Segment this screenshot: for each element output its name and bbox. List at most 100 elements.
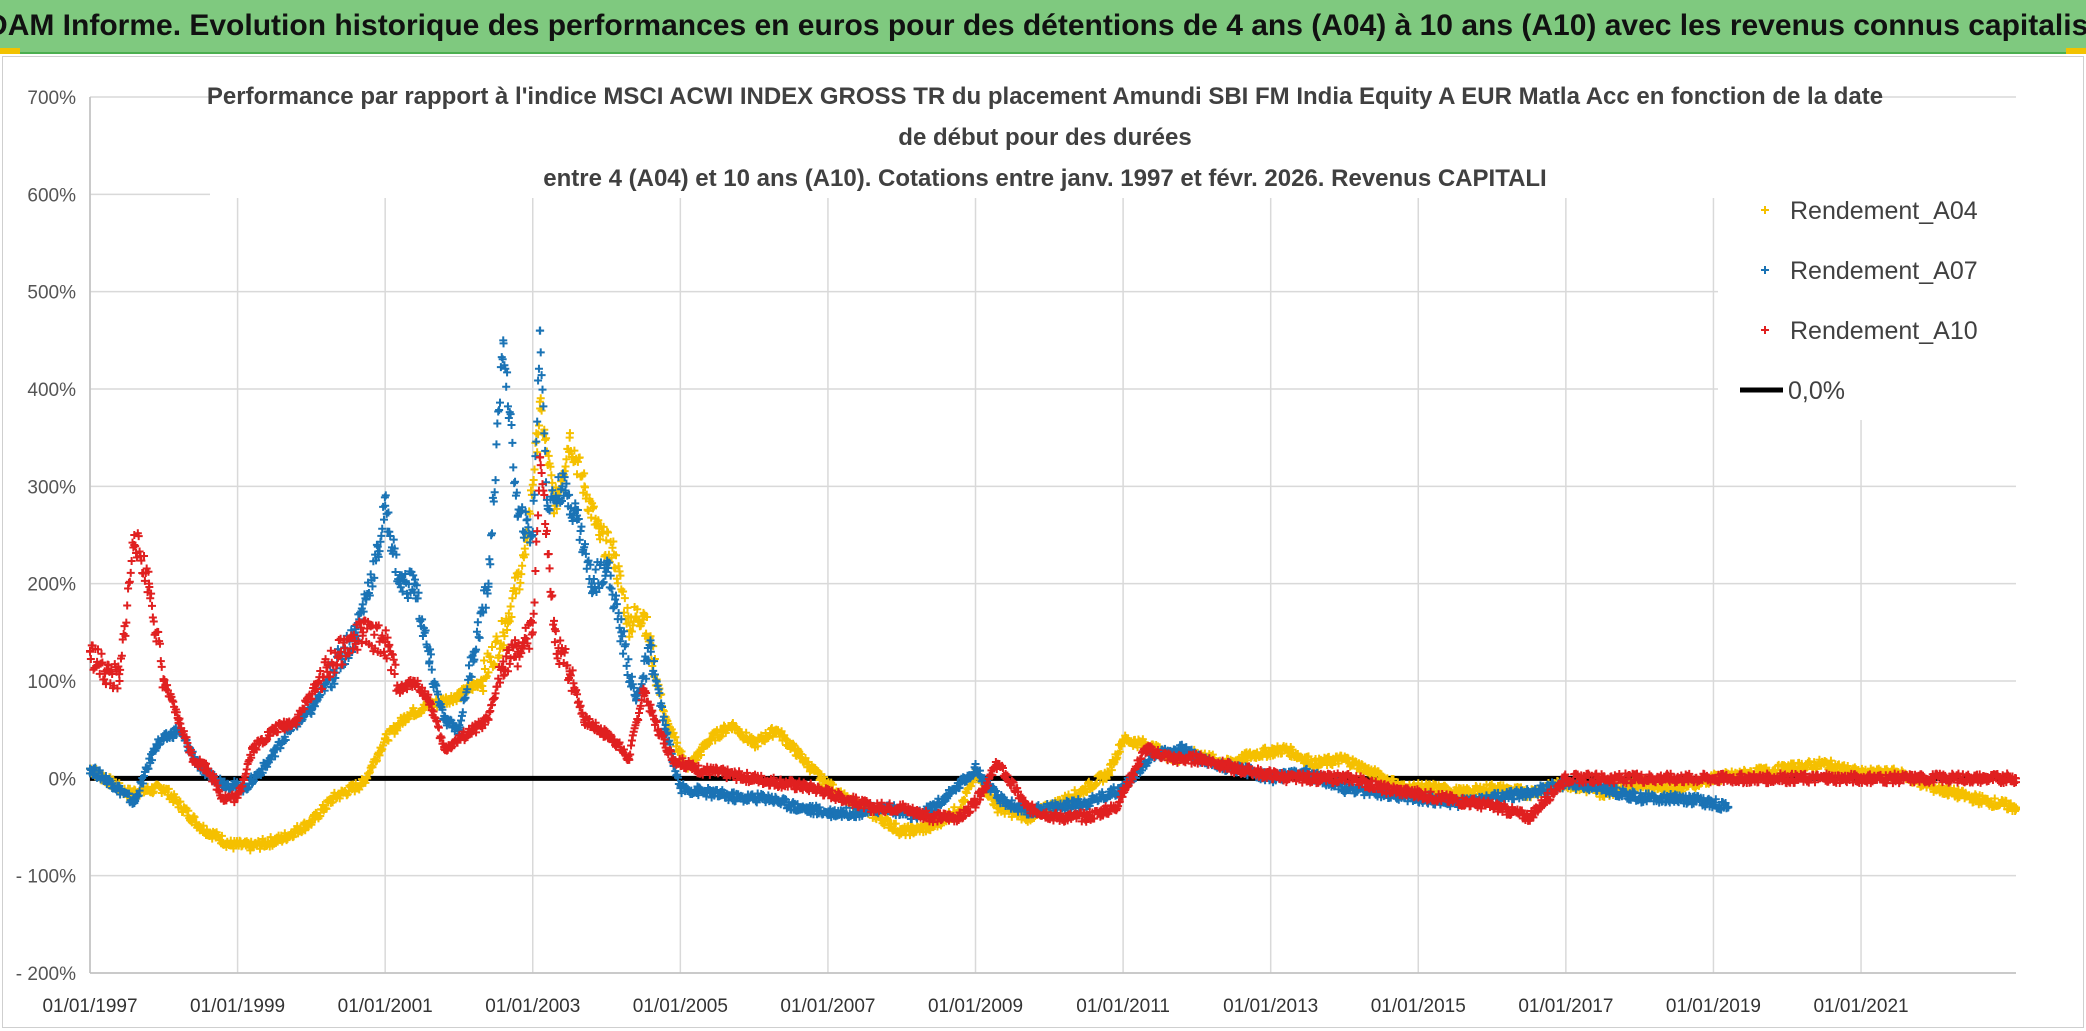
series-rendement-a10 [86,453,2020,827]
data-point [516,578,525,587]
data-point [2012,805,2020,814]
data-point [547,471,556,480]
data-point [518,561,527,570]
data-point [517,570,526,579]
x-tick-label: 01/01/2005 [633,996,728,1017]
data-point [473,618,482,627]
banner-corner-left [0,48,20,54]
data-point [544,549,553,558]
x-tick-label: 01/01/2017 [1518,996,1613,1017]
data-point [176,797,185,806]
data-point [642,629,651,638]
chart-title-line: de début pour des durées [898,124,1191,151]
y-tick-label: 400% [27,380,76,401]
data-point [1115,747,1124,756]
data-point [115,677,124,685]
y-tick-label: 200% [27,575,76,596]
data-point [500,632,509,641]
data-point [594,516,603,525]
data-point [507,420,516,429]
data-point [488,529,497,538]
data-point [575,453,584,462]
data-point [611,551,620,560]
data-point [536,461,545,470]
data-point [509,463,518,472]
data-point [492,440,501,449]
data-point [541,520,550,529]
data-point [375,751,384,760]
data-point [622,619,631,628]
x-tick-label: 01/01/2011 [1076,996,1170,1017]
data-point [605,583,614,592]
data-point [490,488,499,497]
data-point [164,784,173,793]
data-point [488,643,497,652]
data-point [619,587,628,596]
data-point [565,429,574,438]
data-point [465,661,474,670]
data-point [580,469,589,478]
chart-title-line: entre 4 (A04) et 10 ans (A10). Cotations… [543,165,1546,192]
x-tick-label: 01/01/2013 [1223,996,1318,1017]
data-point [555,659,564,668]
data-point [599,522,608,531]
data-point [602,536,611,545]
x-tick-label: 01/01/2009 [928,996,1023,1017]
data-point [529,609,538,618]
data-point [891,819,900,828]
x-tick-label: 01/01/1999 [190,996,285,1017]
data-point [537,468,546,477]
data-point [544,451,553,460]
data-point [538,385,547,394]
y-tick-label: 0% [49,769,77,790]
data-point [633,605,642,614]
data-point [508,438,517,447]
data-point [409,704,418,713]
data-point [604,528,613,537]
data-point [545,564,554,573]
data-point [506,602,515,611]
data-point [570,446,579,455]
data-point [883,815,892,824]
data-point [620,594,629,603]
data-point [389,655,398,664]
data-point [520,544,529,553]
data-point [149,617,158,626]
data-point [486,560,495,569]
data-point [598,529,607,538]
data-point [581,483,590,492]
data-point [503,402,512,411]
data-point [493,419,502,428]
report-banner-title: ADAM Informe. Evolution historique des p… [0,9,2086,42]
data-point [370,630,379,639]
data-point [322,804,331,813]
data-point [623,603,632,612]
data-point [1843,761,1852,770]
data-point [753,742,762,751]
data-point [582,490,591,499]
data-point [410,575,419,584]
data-point [591,565,600,574]
data-point [495,651,504,660]
data-point [480,656,489,665]
x-tick-label: 01/01/1997 [42,996,137,1017]
data-point [119,630,128,639]
data-point [536,394,545,403]
y-tick-label: 100% [27,672,76,693]
data-point [537,406,546,415]
data-point [584,506,593,515]
data-point [499,641,508,650]
data-point [289,832,298,841]
data-point [1133,743,1142,752]
data-point [115,781,124,790]
data-point [526,509,535,518]
data-point [510,584,519,593]
data-point [550,509,559,518]
x-tick-label: 01/01/2021 [1813,996,1908,1017]
data-point [484,668,493,677]
y-tick-label: 600% [27,185,76,206]
data-point [434,723,443,732]
data-point [622,661,631,670]
data-point [503,625,512,634]
